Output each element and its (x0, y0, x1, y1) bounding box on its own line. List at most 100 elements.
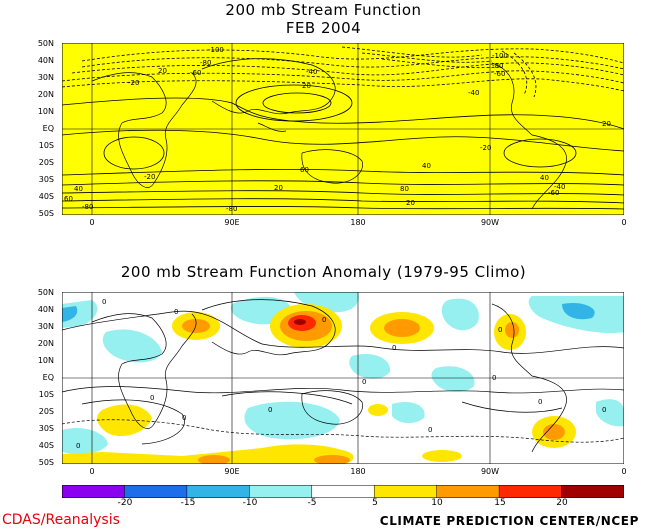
contour-label: -80 (492, 62, 503, 70)
footer-left-credit: CDAS/Reanalysis (2, 512, 120, 528)
contour-label: -20 (128, 79, 139, 87)
bottom-coastlines (91, 299, 567, 453)
contour-label: -100 (492, 52, 508, 60)
lat-label: 50N (37, 39, 54, 48)
top-stream-function-map: -100 -80 -60 -40 -20 20 40 60 80 -100 -8… (62, 43, 624, 215)
contour-label: 40 (422, 162, 431, 170)
lon-label: 0 (621, 467, 627, 476)
lat-label: 50N (37, 288, 54, 297)
lon-label: 90E (224, 218, 240, 227)
lon-label: 180 (350, 218, 366, 227)
top-negative-contours (62, 46, 624, 98)
contour-label: 60 (64, 195, 73, 203)
lat-label: 10S (38, 390, 54, 399)
contour-label: -40 (306, 68, 317, 76)
contour-label: -60 (548, 189, 559, 197)
contour-label: 0 (392, 344, 396, 352)
contour-label: -100 (208, 46, 224, 54)
contour-label: -60 (494, 70, 505, 78)
top-positive-contours (62, 84, 624, 210)
colorbar-swatch (62, 485, 126, 498)
lat-label: 40N (37, 305, 54, 314)
colorbar-swatch (124, 485, 188, 498)
lat-label: 20N (37, 339, 54, 348)
lat-label: 20N (37, 90, 54, 99)
footer-right-credit: CLIMATE PREDICTION CENTER/NCEP (379, 514, 639, 528)
bottom-title: 200 mb Stream Function Anomaly (1979-95 … (120, 263, 527, 281)
colorbar-swatch (186, 485, 251, 498)
lat-label: 30N (37, 73, 54, 82)
negative-anomaly-areas (62, 292, 624, 454)
top-contour-labels: -100 -80 -60 -40 -20 20 40 60 80 -100 -8… (64, 46, 611, 213)
contour-label: 0 (174, 308, 178, 316)
contour-label: 20 (302, 82, 311, 90)
contour-label: 80 (400, 185, 409, 193)
top-coastlines (91, 58, 567, 210)
contour-label: -80 (226, 205, 237, 213)
contour-label: -20 (480, 144, 491, 152)
top-title-line1: 200 mb Stream Function (225, 1, 422, 19)
contour-label: 0 (322, 316, 326, 324)
colorbar-swatches (62, 485, 624, 498)
lon-label: 90W (480, 218, 500, 227)
contour-label: 40 (540, 174, 549, 182)
lat-label: 40S (38, 192, 54, 201)
contour-label: 0 (268, 406, 272, 414)
colorbar-label: 15 (494, 498, 506, 508)
contour-label: 20 (602, 120, 611, 128)
bottom-grid (62, 292, 624, 464)
contour-label: 20 (158, 67, 167, 75)
contour-label: 0 (150, 394, 154, 402)
contour-label: 20 (274, 184, 283, 192)
colorbar-label: 20 (556, 498, 568, 508)
contour-label: -80 (82, 203, 93, 211)
lon-label: 90E (224, 467, 240, 476)
colorbar-swatch (561, 485, 624, 498)
colorbar-swatch (498, 485, 563, 498)
lat-label: 20S (38, 407, 54, 416)
colorbar-label: -10 (242, 498, 258, 508)
colorbar-label: 10 (431, 498, 443, 508)
contour-label: -40 (554, 183, 565, 191)
lat-label: 40S (38, 441, 54, 450)
contour-label: 60 (300, 166, 309, 174)
contour-label: -40 (468, 89, 479, 97)
contour-label: -60 (190, 69, 201, 77)
lat-label: EQ (42, 124, 54, 133)
contour-label: 0 (102, 298, 106, 306)
colorbar-swatch (436, 485, 500, 498)
contour-label: 0 (182, 414, 186, 422)
contour-label: 0 (76, 442, 80, 450)
lat-label: 30S (38, 424, 54, 433)
lon-label: 90W (480, 467, 500, 476)
lon-label: 0 (89, 218, 95, 227)
contour-label: 0 (602, 406, 606, 414)
lat-label: 30N (37, 322, 54, 331)
contour-label: 0 (538, 398, 542, 406)
lat-label: EQ (42, 373, 54, 382)
lat-label: 10N (37, 356, 54, 365)
lon-label: 0 (89, 467, 95, 476)
top-title-line2: FEB 2004 (285, 19, 362, 37)
contour-label: 0 (428, 426, 432, 434)
colorbar-swatch (249, 485, 313, 498)
lon-label: 0 (621, 218, 627, 227)
colorbar-label: 5 (372, 498, 378, 508)
lat-label: 40N (37, 56, 54, 65)
contour-label: -80 (200, 59, 211, 67)
lon-label: 180 (350, 467, 366, 476)
contour-label: 0 (362, 378, 366, 386)
contour-label: 0 (498, 326, 502, 334)
lat-label: 20S (38, 158, 54, 167)
contour-label: 40 (74, 185, 83, 193)
lat-label: 10S (38, 141, 54, 150)
contour-label: 20 (406, 199, 415, 207)
bottom-contour-labels: 0 0 0 0 0 0 0 0 0 0 0 0 0 0 (76, 298, 606, 450)
colorbar-swatch (311, 485, 375, 498)
contour-label: 0 (492, 374, 496, 382)
colorbar-label: -5 (307, 498, 317, 508)
lat-label: 50S (38, 458, 54, 467)
colorbar (62, 485, 624, 498)
lat-label: 10N (37, 107, 54, 116)
top-grid (62, 43, 624, 215)
